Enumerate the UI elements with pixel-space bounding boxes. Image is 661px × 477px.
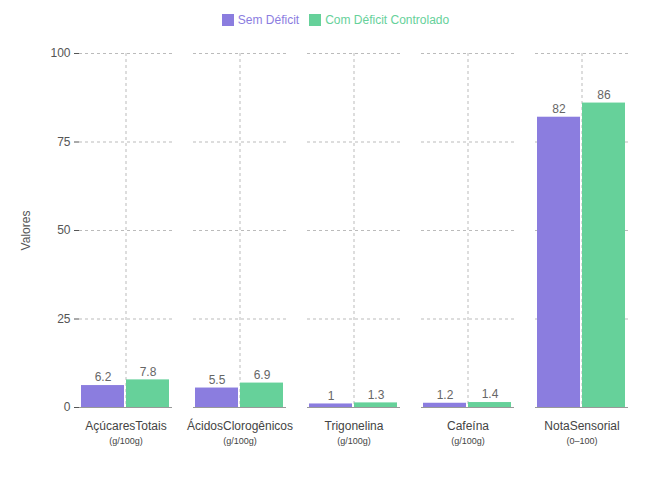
svg-text:Cafeína: Cafeína xyxy=(447,419,489,433)
svg-text:NotaSensorial: NotaSensorial xyxy=(544,419,619,433)
svg-text:6.2: 6.2 xyxy=(95,370,112,384)
svg-text:1.2: 1.2 xyxy=(437,388,454,402)
svg-text:82: 82 xyxy=(552,102,566,116)
svg-text:5.5: 5.5 xyxy=(209,373,226,387)
html-text:Sem Déficit: Sem Déficit xyxy=(237,13,300,27)
svg-text:1.3: 1.3 xyxy=(368,388,385,402)
svg-text:75: 75 xyxy=(57,135,71,149)
html-text:Com Déficit Controlado: Com Déficit Controlado xyxy=(325,13,450,27)
svg-text:(g/100g): (g/100g) xyxy=(109,436,143,446)
svg-text:100: 100 xyxy=(50,46,70,60)
svg-text:1.4: 1.4 xyxy=(482,387,499,401)
svg-text:(0–100): (0–100) xyxy=(566,436,597,446)
svg-text:(g/100g): (g/100g) xyxy=(451,436,485,446)
svg-text:86: 86 xyxy=(597,88,611,102)
svg-text:(g/100g): (g/100g) xyxy=(337,436,371,446)
svg-text:(g/100g): (g/100g) xyxy=(223,436,257,446)
svg-text:25: 25 xyxy=(57,312,71,326)
svg-text:1: 1 xyxy=(328,389,335,403)
svg-text:ÁcidosClorogênicos: ÁcidosClorogênicos xyxy=(187,418,293,433)
svg-text:Valores: Valores xyxy=(19,211,33,251)
svg-text:Trigonelina: Trigonelina xyxy=(325,419,384,433)
svg-text:0: 0 xyxy=(64,400,71,414)
svg-text:AçúcaresTotais: AçúcaresTotais xyxy=(85,419,166,433)
svg-text:7.8: 7.8 xyxy=(140,365,157,379)
svg-text:6.9: 6.9 xyxy=(254,368,271,382)
svg-text:50: 50 xyxy=(57,223,71,237)
